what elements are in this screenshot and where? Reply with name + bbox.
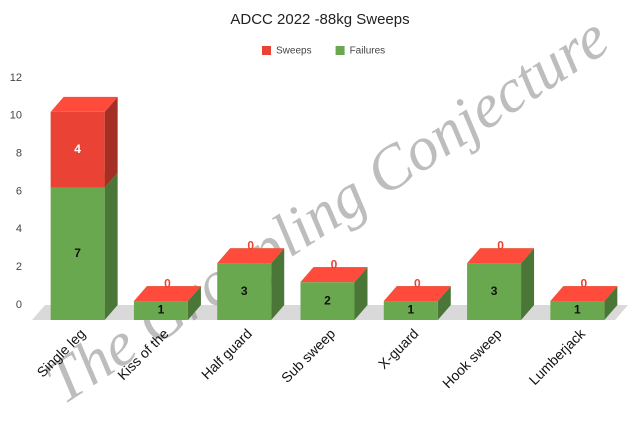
bar-segment [217,248,285,264]
bar-top [550,286,618,302]
chart-title: ADCC 2022 -88kg Sweeps [230,11,409,28]
bar-front [133,301,188,320]
y-tick-label: 6 [16,185,22,197]
legend-label: Sweeps [276,46,312,57]
bar-side [521,248,535,320]
data-label: 0 [331,257,338,271]
bar-side [271,248,285,320]
bar-segment [50,172,118,320]
data-label: 4 [74,142,81,156]
bar-top [467,248,535,264]
bar-front [300,282,355,320]
bar-front [50,111,105,188]
data-label: 0 [164,276,171,290]
data-label: 1 [407,303,414,317]
y-tick-label: 10 [10,110,22,122]
data-label: 0 [497,238,504,252]
bar-side [104,172,118,320]
data-label: 0 [414,276,421,290]
bar-front [217,263,272,320]
y-tick-label: 4 [16,223,22,235]
data-label: 1 [574,303,581,317]
bar-front [467,263,522,320]
legend-swatch [335,46,345,55]
data-label: 7 [74,246,81,260]
y-tick-label: 12 [10,72,22,84]
bar-side [104,96,118,188]
bar-segment [133,286,201,302]
bar-front [50,187,105,320]
bar-segment [383,286,451,302]
bar-segment [550,286,618,302]
bar-top [300,267,368,283]
bar-segment [300,267,368,283]
bar-side [187,286,201,320]
data-label: 0 [581,276,588,290]
bar-top [50,96,118,112]
bar-segment [50,96,118,188]
bar-side [354,267,368,320]
bar-side [437,286,451,320]
bar-segment [467,248,535,264]
bar-front [550,301,605,320]
bar-side [604,286,618,320]
data-label: 2 [324,293,331,307]
data-label: 0 [247,238,254,252]
data-label: 1 [158,303,165,317]
y-tick-label: 2 [16,261,22,273]
y-tick-label: 8 [16,148,22,160]
bar-top [383,286,451,302]
y-tick-label: 0 [16,299,22,311]
legend-swatch [262,46,271,55]
data-label: 3 [491,284,498,298]
data-label: 3 [241,284,248,298]
bar-front [383,301,438,320]
bar-top [217,248,285,264]
bar-top [133,286,201,302]
legend-label: Failures [350,46,386,57]
